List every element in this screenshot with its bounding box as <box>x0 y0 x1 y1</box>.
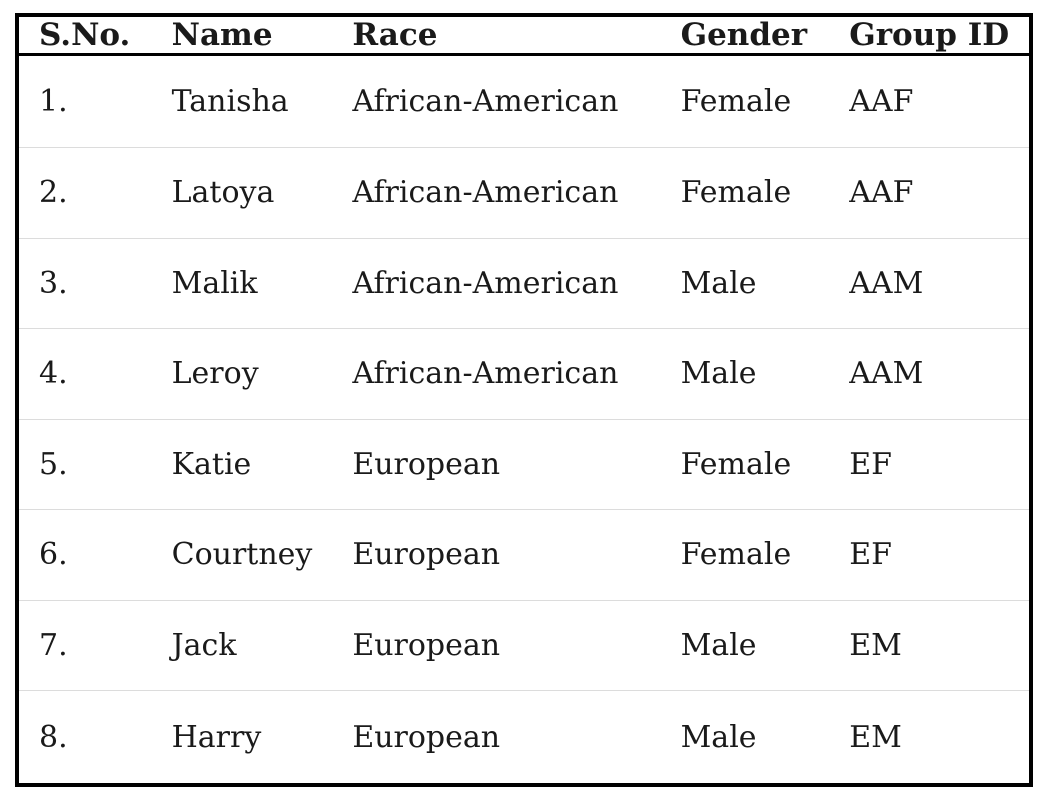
table-row: 8. Harry European Male EM <box>17 690 1031 785</box>
header-gender: Gender <box>680 15 850 56</box>
header-race: Race <box>352 15 681 56</box>
cell-name: Tanisha <box>171 84 289 120</box>
cell-race: African-American <box>352 84 619 120</box>
cell-race: African-American <box>352 328 681 420</box>
participant-table: S.No. Name Race Gender Group ID 1. Tanis… <box>15 13 1033 787</box>
cell-race: European <box>352 418 681 510</box>
cell-sno: 1. <box>39 84 68 120</box>
cell-name: Latoya <box>171 147 353 239</box>
cell-sno: 7. <box>17 599 172 691</box>
table-row: 6. Courtney European Female EF <box>17 509 1031 601</box>
cell-sno: 4. <box>17 328 172 420</box>
cell-gender: Male <box>680 599 850 691</box>
cell-group-id: EM <box>849 599 1031 691</box>
cell-gender: Male <box>680 690 850 785</box>
cell-sno: 8. <box>17 690 172 785</box>
header-group-id: Group ID <box>849 15 1031 56</box>
cell-gender: Male <box>680 237 850 329</box>
header-name: Name <box>171 15 353 56</box>
header-sno: S.No. <box>17 15 172 56</box>
cell-sno: 6. <box>17 509 172 601</box>
cell-gender: Female <box>680 84 792 120</box>
table-row: 7. Jack European Male EM <box>17 599 1031 691</box>
table-row: 5. Katie European Female EF <box>17 418 1031 510</box>
cell-gender: Female <box>680 147 850 239</box>
cell-race: European <box>352 599 681 691</box>
cell-name: Malik <box>171 237 353 329</box>
cell-sno: 3. <box>17 237 172 329</box>
cell-name: Courtney <box>171 509 353 601</box>
table-row: 1. Tanisha African-American Female AAF <box>17 55 1031 148</box>
cell-race: European <box>352 509 681 601</box>
cell-group-id: AAF <box>849 84 914 120</box>
cell-gender: Female <box>680 509 850 601</box>
cell-group-id: EM <box>849 690 1031 785</box>
cell-race: African-American <box>352 237 681 329</box>
cell-sno: 2. <box>17 147 172 239</box>
cell-name: Leroy <box>171 328 353 420</box>
table-header: S.No. Name Race Gender Group ID <box>17 15 1031 56</box>
cell-group-id: EF <box>849 418 1031 510</box>
table-row: 2. Latoya African-American Female AAF <box>17 147 1031 239</box>
table-row: 4. Leroy African-American Male AAM <box>17 328 1031 420</box>
table-body: 1. Tanisha African-American Female AAF 2… <box>17 55 1031 785</box>
cell-group-id: AAM <box>849 237 1031 329</box>
cell-gender: Male <box>680 328 850 420</box>
table-row: 3. Malik African-American Male AAM <box>17 237 1031 329</box>
cell-group-id: EF <box>849 509 1031 601</box>
cell-sno: 5. <box>17 418 172 510</box>
cell-group-id: AAM <box>849 328 1031 420</box>
cell-name: Jack <box>171 599 353 691</box>
cell-group-id: AAF <box>849 147 1031 239</box>
participant-table-container: S.No. Name Race Gender Group ID 1. Tanis… <box>15 13 1033 787</box>
cell-name: Katie <box>171 418 353 510</box>
header-row: S.No. Name Race Gender Group ID <box>17 15 1031 56</box>
cell-gender: Female <box>680 418 850 510</box>
cell-race: European <box>352 690 681 785</box>
cell-name: Harry <box>171 690 353 785</box>
cell-race: African-American <box>352 147 681 239</box>
